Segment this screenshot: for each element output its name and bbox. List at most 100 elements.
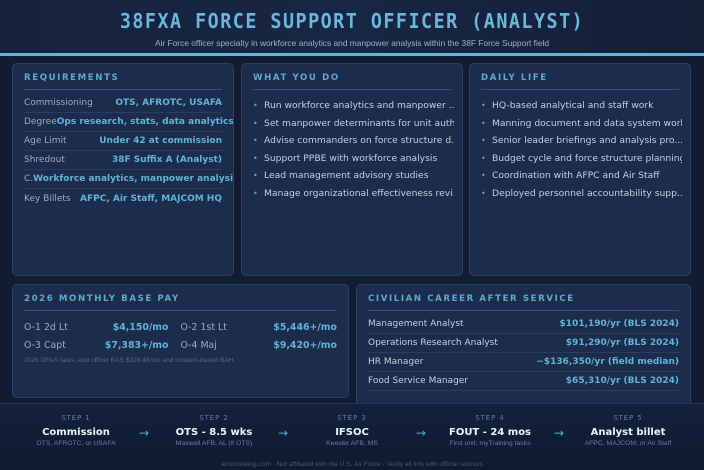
requirement-label: Key Billets (24, 193, 71, 204)
list-item: • Budget cycle and force structure planni… (481, 152, 682, 164)
pay-amount: $5,446+/mo (273, 321, 337, 333)
list-item: • Run workforce analytics and manpower ..… (253, 100, 454, 112)
bullet-icon: • (253, 188, 258, 198)
what-you-do-title: WHAT YOU DO (253, 73, 340, 83)
daily-life-list: • HQ-based analytical and staff work • Man… (481, 97, 682, 202)
requirements-title: REQUIREMENTS (24, 73, 120, 83)
requirement-row: Age Limit Under 42 at commission (24, 132, 222, 151)
step-number: STEP 5 (613, 414, 643, 422)
pay-grade: O-2 1st Lt (180, 321, 227, 333)
daily-life-title: DAILY LIFE (481, 73, 548, 83)
step-number: STEP 3 (337, 414, 367, 422)
step-detail: OTS, AFROTC, or USAFA (36, 440, 116, 447)
base-pay-title: 2026 MONTHLY BASE PAY (24, 294, 180, 304)
pay-grade: O-3 Capt (24, 339, 66, 351)
list-item: • Lead management advisory studies (253, 170, 429, 182)
header-accent-line (0, 53, 704, 56)
civilian-salary: ~$136,350/yr (field median) (536, 357, 679, 367)
pay-cell: O-2 1st Lt $5,446+/mo (181, 322, 338, 333)
pay-cell: O-3 Capt $7,383+/mo (24, 340, 181, 351)
list-item: • HQ-based analytical and staff work (481, 100, 654, 112)
bullet-icon: • (253, 118, 258, 128)
step-5: STEP 5 Analyst billet AFPC, MAJCOM, or A… (563, 414, 693, 447)
divider (24, 310, 337, 311)
bullet-icon: • (253, 101, 258, 111)
civilian-salary: $91,290/yr (BLS 2024) (565, 338, 679, 348)
step-title: IFSOC (335, 427, 369, 438)
pay-row: O-3 Capt $7,383+/mo O-4 Maj $9,420+/mo (24, 336, 337, 354)
divider (368, 310, 679, 311)
page-subtitle: Air Force officer specialty in workforce… (154, 38, 550, 48)
requirement-value: AFPC, Air Staff, MAJCOM HQ (80, 193, 222, 204)
requirement-value: Under 42 at commission (99, 136, 222, 146)
step-number: STEP 4 (475, 414, 505, 422)
civilian-row: Management Analyst $101,190/yr (BLS 2024… (368, 315, 679, 334)
pay-cell: O-1 2d Lt $4,150/mo (24, 322, 181, 333)
civilian-job: Food Service Manager (368, 376, 469, 386)
career-path-steps: STEP 1 Commission OTS, AFROTC, or USAFA … (0, 403, 704, 470)
step-4: STEP 4 FOUT - 24 mos First unit; myTrain… (425, 414, 555, 447)
step-detail: Keesler AFB, MS (326, 440, 378, 447)
step-number: STEP 1 (61, 414, 91, 422)
civilian-job: HR Manager (368, 357, 424, 367)
bullet-icon: • (481, 101, 486, 111)
pay-row: O-1 2d Lt $4,150/mo O-2 1st Lt $5,446+/m… (24, 318, 337, 336)
civilian-salary: $65,310/yr (BLS 2024) (565, 376, 679, 386)
civilian-row: Food Service Manager $65,310/yr (BLS 202… (368, 372, 679, 391)
bullet-icon: • (481, 171, 486, 181)
requirement-value: OTS, AFROTC, USAFA (115, 98, 222, 108)
step-number: STEP 2 (199, 414, 229, 422)
bullet-icon: • (481, 118, 486, 128)
requirements-panel: REQUIREMENTS Commissioning OTS, AFROTC, … (12, 63, 234, 276)
step-title: OTS - 8.5 wks (175, 427, 253, 438)
requirement-row: Shredout 38F Suffix A (Analyst) (24, 151, 222, 170)
pay-grade: O-4 Maj (180, 339, 217, 351)
civilian-salary: $101,190/yr (BLS 2024) (559, 319, 679, 329)
requirement-row: Commissioning OTS, AFROTC, USAFA (24, 94, 222, 113)
step-title: FOUT - 24 mos (448, 427, 532, 438)
civilian-career-title: CIVILIAN CAREER AFTER SERVICE (368, 294, 575, 304)
page-title: 38FXA FORCE SUPPORT OFFICER (ANALYST) (119, 9, 585, 33)
bullet-icon: • (253, 153, 258, 163)
requirement-value: 38F Suffix A (Analyst) (111, 155, 222, 165)
arrow-right-icon: → (415, 426, 427, 440)
civilian-row: HR Manager ~$136,350/yr (field median) (368, 353, 679, 372)
requirement-label: Age Limit (24, 136, 67, 146)
pay-amount: $9,420+/mo (273, 339, 337, 351)
civilian-job: Management Analyst (368, 319, 464, 329)
list-item: • Senior leader briefings and analysis pr… (481, 135, 682, 147)
bullet-icon: • (253, 171, 258, 181)
list-item: • Manage organizational effectiveness rev… (253, 187, 454, 199)
step-detail: Maxwell AFB, AL (if OTS) (175, 440, 253, 447)
divider (253, 89, 451, 90)
base-pay-panel: 2026 MONTHLY BASE PAY O-1 2d Lt $4,150/m… (12, 284, 349, 398)
bullet-icon: • (481, 136, 486, 146)
requirement-value: Ops research, stats, data analytics (56, 117, 234, 127)
requirement-row: Key Billets AFPC, Air Staff, MAJCOM HQ (24, 189, 222, 208)
bullet-icon: • (481, 153, 486, 163)
civilian-career-panel: CIVILIAN CAREER AFTER SERVICE Management… (356, 284, 691, 409)
page-header: 38FXA FORCE SUPPORT OFFICER (ANALYST) Ai… (0, 0, 704, 53)
requirement-label: Shredout (24, 155, 65, 165)
list-item: • Coordination with AFPC and Air Staff (481, 170, 660, 182)
civilian-job: Operations Research Analyst (368, 338, 498, 348)
list-item: • Support PPBE with workforce analysis (253, 152, 438, 164)
step-1: STEP 1 Commission OTS, AFROTC, or USAFA (11, 414, 141, 447)
arrow-right-icon: → (553, 426, 565, 440)
divider (481, 89, 679, 90)
step-title: Analyst billet (590, 427, 666, 438)
pay-amount: $4,150/mo (112, 321, 169, 333)
requirement-row: Degree Ops research, stats, data analyti… (24, 113, 233, 132)
daily-life-panel: DAILY LIFE • HQ-based analytical and staf… (469, 63, 691, 276)
list-item: • Manning document and data system work (481, 117, 682, 129)
what-you-do-list: • Run workforce analytics and manpower ..… (253, 97, 454, 202)
pay-amount: $7,383+/mo (104, 339, 169, 351)
step-2: STEP 2 OTS - 8.5 wks Maxwell AFB, AL (if… (149, 414, 279, 447)
pay-note: 2026 DFAS rates. Add officer BAS $328.48… (24, 357, 236, 364)
pay-cell: O-4 Maj $9,420+/mo (181, 340, 338, 351)
bullet-icon: • (481, 188, 486, 198)
divider (24, 89, 222, 90)
list-item: • Set manpower determinants for unit auth… (253, 117, 454, 129)
step-detail: AFPC, MAJCOM, or Air Staff (584, 440, 672, 447)
pay-grade: O-1 2d Lt (24, 321, 68, 333)
